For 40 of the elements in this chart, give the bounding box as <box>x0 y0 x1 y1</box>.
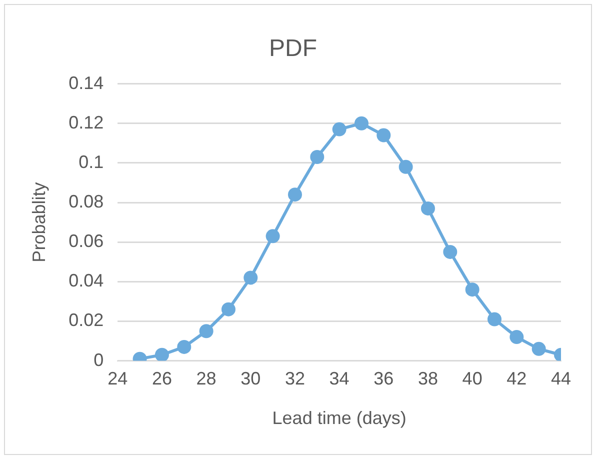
x-tick-label: 24 <box>108 368 128 389</box>
y-tick-label: 0.08 <box>68 191 104 212</box>
x-tick-label: 40 <box>462 368 482 389</box>
y-tick-label: 0.14 <box>68 72 104 93</box>
point <box>266 229 280 244</box>
x-axis-title: Lead time (days) <box>272 408 406 428</box>
y-tick-label: 0.06 <box>68 231 104 252</box>
point <box>487 312 502 326</box>
x-tick-label: 38 <box>418 368 438 389</box>
x-tick-label: 26 <box>152 368 172 389</box>
point <box>465 282 480 297</box>
y-tick-label: 0.02 <box>68 310 104 330</box>
y-tick-label: 0.12 <box>68 112 104 132</box>
y-tick-label: 0.04 <box>68 270 104 291</box>
point <box>244 270 258 285</box>
x-tick-label: 32 <box>284 368 305 389</box>
chart-title: PDF <box>269 35 317 62</box>
point <box>398 160 413 174</box>
point <box>310 150 324 164</box>
point <box>177 340 192 354</box>
x-tick-label: 36 <box>374 368 394 389</box>
point <box>376 128 391 142</box>
x-tick-label: 34 <box>329 368 350 389</box>
y-axis-title: Probablity <box>28 182 49 262</box>
point <box>532 342 546 356</box>
point <box>221 302 236 316</box>
point <box>420 201 435 216</box>
x-tick-label: 42 <box>506 368 527 389</box>
y-tick-label: 0 <box>94 350 104 370</box>
point <box>510 330 524 344</box>
x-tick-label: 30 <box>240 368 261 389</box>
point <box>443 244 458 259</box>
y-tick-label: 0.1 <box>78 152 104 172</box>
point <box>332 122 346 136</box>
point <box>288 188 302 202</box>
point <box>354 116 368 130</box>
point <box>199 324 214 338</box>
x-tick-label: 44 <box>550 368 572 389</box>
x-tick-label: 28 <box>196 368 216 389</box>
point <box>154 348 169 361</box>
